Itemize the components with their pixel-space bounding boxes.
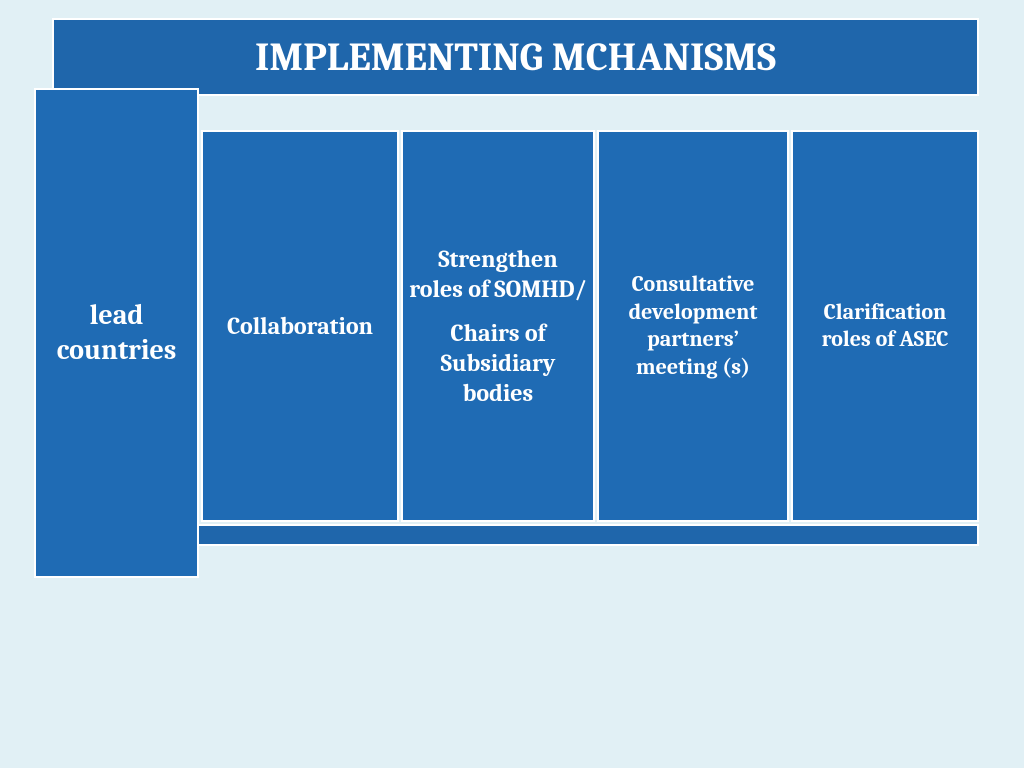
slide-page: IMPLEMENTING MCHANISMS lead countries Co… xyxy=(0,0,1024,768)
title-text: IMPLEMENTING MCHANISMS xyxy=(255,34,776,80)
column-label: Clarification roles of ASEC xyxy=(799,299,971,354)
column-label: Consultative development partners’ meeti… xyxy=(605,271,781,381)
column-clarification: Clarification roles of ASEC xyxy=(791,130,979,522)
column-label: Collaboration xyxy=(227,311,373,341)
column-consultative: Consultative development partners’ meeti… xyxy=(597,130,789,522)
title-bar: IMPLEMENTING MCHANISMS xyxy=(52,18,979,96)
column-label-line1: Strengthen roles of SOMHD/ xyxy=(409,244,587,304)
column-label-line2: Chairs of Subsidiary bodies xyxy=(409,318,587,408)
column-lead-countries: lead countries xyxy=(34,88,199,578)
column-collaboration: Collaboration xyxy=(201,130,399,522)
column-strengthen-roles: Strengthen roles of SOMHD/ Chairs of Sub… xyxy=(401,130,595,522)
column-label: lead countries xyxy=(42,298,191,368)
